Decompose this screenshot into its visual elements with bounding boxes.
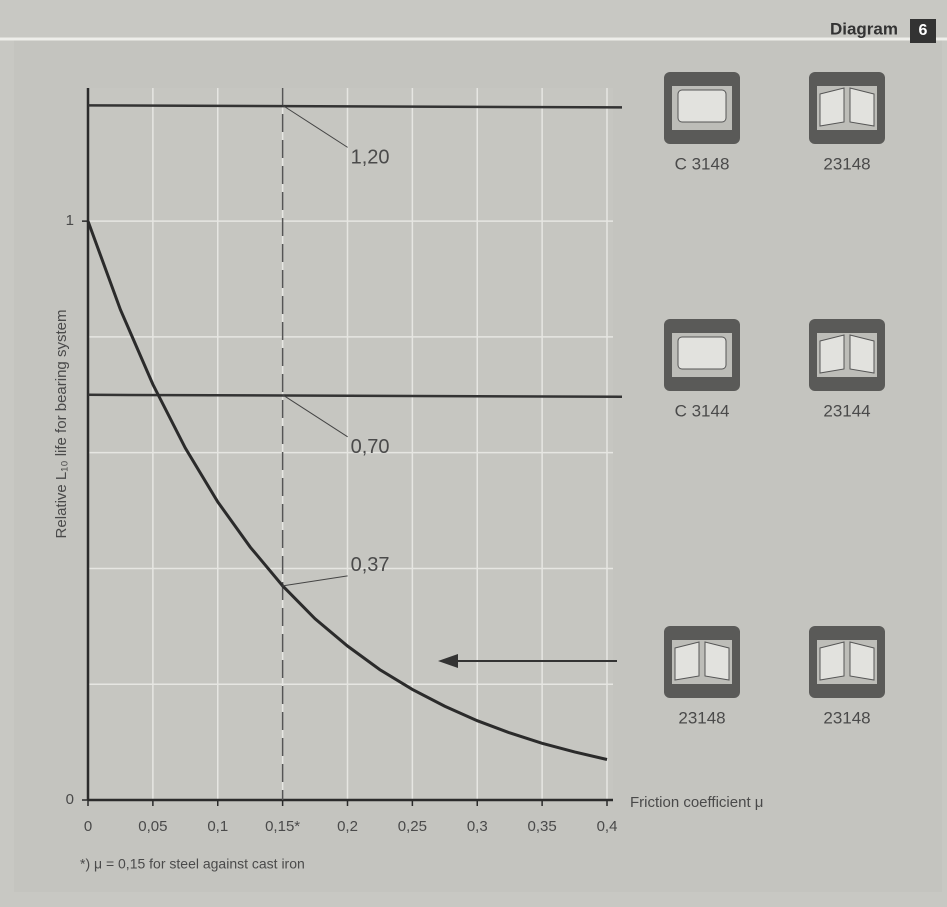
bearing-label: 23144 [823, 401, 870, 420]
header-number: 6 [919, 22, 928, 39]
bearing-roller [820, 88, 844, 126]
x-tick-label: 0,05 [138, 818, 167, 835]
header-title: Diagram [830, 19, 898, 38]
x-tick-label: 0 [84, 818, 92, 835]
x-axis-label: Friction coefficient μ [630, 794, 763, 811]
bearing-label: 23148 [823, 154, 870, 173]
bearing-roller [678, 90, 726, 122]
reference-label: 1,20 [351, 147, 390, 169]
x-tick-label: 0,25 [398, 818, 427, 835]
footnote: *) μ = 0,15 for steel against cast iron [80, 856, 305, 872]
y-tick-label: 1 [66, 212, 74, 229]
x-tick-label: 0,15* [265, 818, 300, 835]
bearing-roller [850, 88, 874, 126]
bearing-roller [820, 335, 844, 373]
x-tick-label: 0,35 [528, 818, 557, 835]
page: Diagram 6 *) μ = 0,15 for steel against … [0, 0, 947, 907]
bearing-roller [705, 642, 729, 680]
bearing-roller [820, 642, 844, 680]
x-tick-label: 0,4 [597, 818, 618, 835]
bearing-label: 23148 [678, 708, 725, 727]
reference-label: 0,70 [351, 436, 390, 458]
bearing-roller [850, 642, 874, 680]
x-tick-label: 0,3 [467, 818, 488, 835]
bearing-roller [678, 337, 726, 369]
x-tick-label: 0,2 [337, 818, 358, 835]
bearing-label: C 3144 [675, 401, 730, 420]
point-label: 0,37 [351, 554, 390, 576]
bearing-label: C 3148 [675, 154, 730, 173]
bearing-roller [850, 335, 874, 373]
bearing-label: 23148 [823, 708, 870, 727]
x-tick-label: 0,1 [207, 818, 228, 835]
y-tick-label: 0 [66, 791, 74, 808]
bearing-roller [675, 642, 699, 680]
chart: Diagram 6 *) μ = 0,15 for steel against … [0, 0, 947, 907]
y-axis-label: Relative L₁₀ life for bearing system [53, 310, 70, 539]
